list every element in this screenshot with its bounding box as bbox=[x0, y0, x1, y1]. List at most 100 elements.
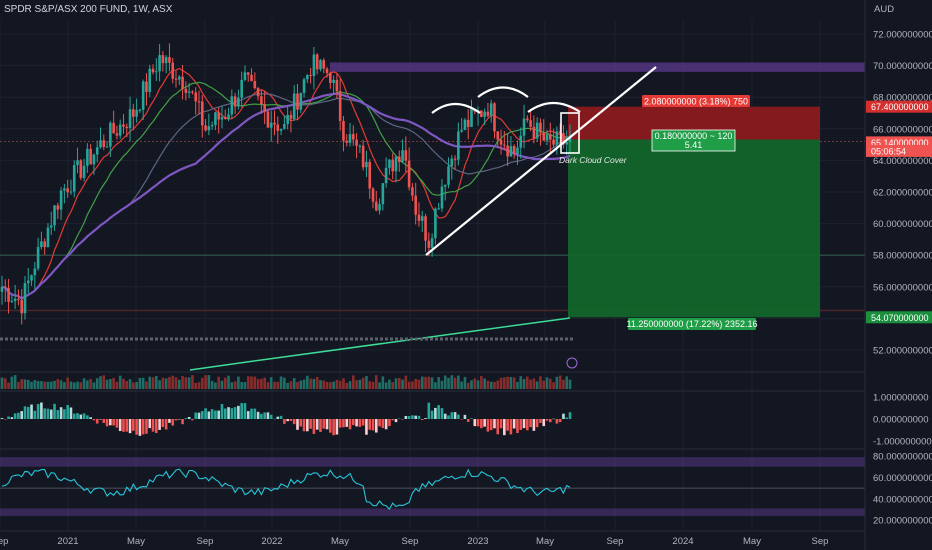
macd-bar bbox=[535, 419, 539, 428]
macd-bar bbox=[440, 408, 444, 419]
volume-bar bbox=[30, 381, 33, 389]
candle-body bbox=[204, 125, 207, 131]
candle-body bbox=[368, 161, 372, 189]
candle-body bbox=[420, 216, 424, 221]
candle-body bbox=[256, 88, 260, 97]
macd-bar bbox=[115, 419, 119, 428]
volume-bar bbox=[509, 377, 513, 389]
volume-bar bbox=[276, 381, 280, 389]
macd-bar bbox=[384, 419, 388, 430]
macd-bar bbox=[125, 419, 129, 432]
macd-bar bbox=[233, 407, 237, 419]
candle-body bbox=[394, 156, 398, 172]
candle-body bbox=[427, 240, 431, 248]
volume-bar bbox=[59, 380, 63, 389]
macd-bar bbox=[23, 406, 27, 419]
drawings[interactable]: Dark Cloud Cover bbox=[425, 66, 657, 256]
candle-body bbox=[447, 166, 450, 185]
time-tick-label: Sep bbox=[607, 536, 624, 547]
macd-bar bbox=[13, 413, 17, 419]
macd-bar bbox=[509, 419, 513, 435]
macd-bar bbox=[204, 408, 207, 419]
candle-body bbox=[352, 134, 355, 140]
volume-bar bbox=[329, 382, 332, 389]
candle-body bbox=[187, 91, 191, 93]
candle-body bbox=[233, 96, 237, 107]
volume-bar bbox=[292, 378, 296, 389]
price-axis[interactable]: 72.000000000 70.000000000 68.000000000 66.0… bbox=[864, 0, 932, 550]
candle-body bbox=[20, 299, 23, 314]
volume-bar bbox=[138, 377, 142, 389]
time-axis[interactable]: Sep 2021 May Sep 2022 May Sep 2023 May Sep 2024 May… bbox=[0, 530, 865, 547]
volume-bar bbox=[168, 376, 171, 389]
candle-body bbox=[155, 71, 158, 73]
candle-body bbox=[171, 62, 175, 79]
volume-bar bbox=[542, 380, 546, 389]
macd-bar bbox=[483, 419, 486, 427]
macd-bar bbox=[476, 419, 480, 427]
candle-body bbox=[440, 186, 444, 209]
macd-bar bbox=[217, 410, 220, 419]
candle-body bbox=[516, 147, 519, 155]
time-tick-label: 2021 bbox=[57, 536, 78, 547]
volume-bar bbox=[489, 381, 493, 389]
macd-bar bbox=[493, 419, 496, 429]
macd-bar bbox=[417, 415, 421, 419]
macd-bar bbox=[210, 409, 214, 419]
candle-body bbox=[486, 111, 490, 116]
macd-bar bbox=[33, 410, 37, 419]
candle-body bbox=[309, 74, 312, 76]
candle-body bbox=[365, 161, 368, 168]
volume-bar bbox=[3, 378, 7, 389]
candle-body bbox=[148, 68, 152, 92]
candle-body bbox=[243, 72, 247, 80]
macd-bar bbox=[46, 408, 50, 419]
candle-body bbox=[434, 208, 437, 239]
macd-bar bbox=[118, 419, 122, 432]
macd-bar bbox=[549, 419, 552, 423]
chart-title: SPDR S&P/ASX 200 FUND, 1W, ASX bbox=[4, 4, 173, 15]
time-tick-label: May bbox=[127, 536, 145, 547]
candle-body bbox=[558, 131, 562, 134]
macd-bar bbox=[463, 414, 467, 419]
candle-body bbox=[197, 101, 201, 103]
macd-bar bbox=[486, 419, 490, 432]
volume-bar bbox=[286, 382, 289, 389]
candle-body bbox=[17, 298, 20, 300]
candle-body bbox=[529, 120, 532, 127]
macd-bar bbox=[371, 419, 375, 431]
volume-bar bbox=[191, 375, 194, 389]
macd-bar bbox=[0, 418, 4, 419]
volume-bar bbox=[240, 381, 243, 389]
candle-body bbox=[269, 122, 273, 128]
volume-bar bbox=[348, 381, 352, 389]
rsi-tick-label: 80.000000000 bbox=[873, 452, 932, 463]
volume-bar bbox=[177, 379, 181, 389]
volume-bar bbox=[99, 376, 102, 389]
candle-body bbox=[46, 227, 50, 248]
volume-bar bbox=[187, 377, 191, 389]
macd-bar bbox=[391, 419, 395, 421]
volume-bar bbox=[319, 380, 322, 389]
candle-body bbox=[342, 120, 345, 141]
rsi-tick-label: 60.000000000 bbox=[873, 473, 932, 484]
macd-bar bbox=[312, 419, 316, 434]
macd-bar bbox=[315, 419, 319, 430]
volume-bar bbox=[411, 381, 414, 389]
candle-body bbox=[568, 136, 572, 142]
macd-bar bbox=[503, 419, 506, 436]
macd-bar bbox=[480, 419, 483, 429]
volume-pane bbox=[0, 371, 865, 392]
candle-body bbox=[76, 160, 79, 166]
macd-bar bbox=[512, 419, 516, 429]
candle-body bbox=[483, 111, 486, 117]
macd-bar bbox=[283, 419, 286, 424]
macd-bar bbox=[407, 416, 411, 419]
candle-body bbox=[3, 287, 7, 289]
volume-bar bbox=[95, 378, 99, 389]
alert-icon bbox=[566, 357, 578, 369]
volume-bar bbox=[0, 377, 4, 389]
candle-body bbox=[296, 93, 299, 110]
macd-bar bbox=[420, 419, 424, 421]
